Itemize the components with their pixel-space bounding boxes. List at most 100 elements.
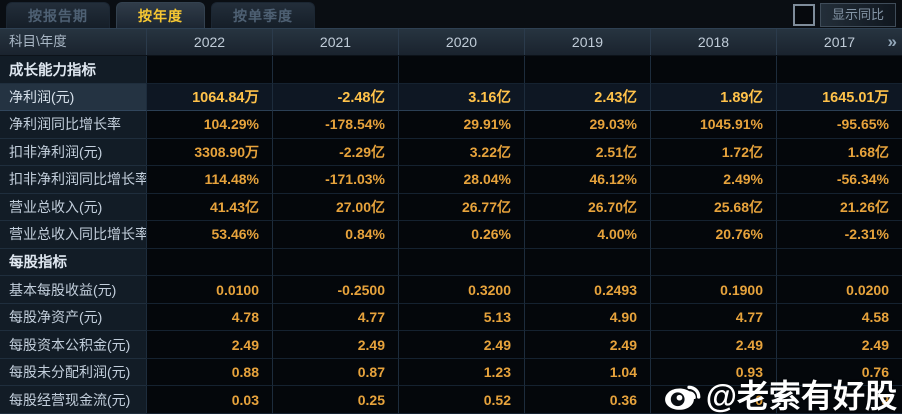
yoy-controls: 显示同比 [792,3,896,27]
value-cell-2021 [272,56,398,84]
table-row[interactable]: 营业总收入(元) 41.43亿 27.00亿 26.77亿 26.70亿 25.68亿 21… [0,193,902,222]
year-header-2022: 2022 [146,29,272,55]
tab-single-quarter[interactable]: 按单季度 [211,2,315,28]
value-cell-2021 [272,248,398,277]
value-cell-2022: 53.46% [146,221,272,249]
value-cell-2018: 2.49 [650,331,776,359]
scroll-right-icon[interactable]: » [887,32,898,51]
table-row[interactable]: 基本每股收益(元) 0.0100 -0.2500 0.3200 0.2493 0.1900… [0,276,902,304]
value-cell-2022: 4.78 [146,303,272,332]
table-row[interactable]: 扣非净利润(元) 3308.90万 -2.29亿 3.22亿 2.51亿 1.72亿 1.6… [0,138,902,167]
value-cell-2019: 2.49 [524,331,650,359]
table-row[interactable]: 净利润(元) 1064.84万 -2.48亿 3.16亿 2.43亿 1.89亿 1645.… [0,83,902,112]
row-label: 扣非净利润(元) [0,138,146,167]
value-cell-2022: 1064.84万 [146,83,272,112]
value-cell-2017: -56.34% [776,166,902,194]
year-header-2017: 2017 [776,29,902,55]
value-cell-2022 [146,56,272,84]
value-cell-2020: 3.22亿 [398,138,524,167]
value-cell-2017: -2.31% [776,221,902,249]
value-cell-2021: -0.2500 [272,276,398,304]
row-label: 净利润同比增长率 [0,111,146,139]
value-cell-2017: 21.26亿 [776,193,902,222]
value-cell-2019: 0.2493 [524,276,650,304]
value-cell-2021: 0.84% [272,221,398,249]
value-cell-2020: 26.77亿 [398,193,524,222]
value-cell-2017 [776,56,902,84]
show-yoy-checkbox[interactable] [792,4,815,26]
value-cell-2022: 41.43亿 [146,193,272,222]
value-cell-2017: 1.68亿 [776,138,902,167]
value-cell-2017: 0.76 [776,358,902,387]
row-label: 每股未分配利润(元) [0,358,146,387]
value-cell-2022: 3308.90万 [146,138,272,167]
table-row[interactable]: 每股资本公积金(元) 2.49 2.49 2.49 2.49 2.49 2.49 [0,331,902,359]
value-cell-2020 [398,56,524,84]
table-row[interactable]: 每股经营现金流(元) 0.03 0.25 0.52 0.36 0 9 [0,386,902,414]
value-cell-2019: 0.36 [524,386,650,414]
year-headers: 2022 2021 2020 2019 2018 2017 [146,29,902,55]
table-row[interactable]: 每股净资产(元) 4.78 4.77 5.13 4.90 4.77 4.58 [0,303,902,332]
value-cell-2017: 4.58 [776,303,902,332]
value-cell-2018: 1.89亿 [650,83,776,112]
value-cell-2022: 0.88 [146,358,272,387]
value-cell-2020: 0.52 [398,386,524,414]
value-cell-2017: 9 [776,386,902,414]
watermark: @老索有好股 [663,371,897,414]
value-cell-2019: 1.04 [524,358,650,387]
value-cell-2018: 4.77 [650,303,776,332]
value-cell-2018 [650,248,776,277]
value-cell-2019: 4.90 [524,303,650,332]
value-cell-2021: -2.29亿 [272,138,398,167]
value-cell-2020: 0.26% [398,221,524,249]
row-label: 每股资本公积金(元) [0,331,146,359]
value-cell-2019 [524,248,650,277]
value-cell-2018: 1.72亿 [650,138,776,167]
value-cell-2018: 25.68亿 [650,193,776,222]
year-header-2020: 2020 [398,29,524,55]
table-body: 成长能力指标 净利润(元) 1064.84万 -2.48亿 3.16亿 2.43亿 1.89… [0,56,902,414]
section-row: 成长能力指标 [0,56,902,84]
value-cell-2017: 1645.01万 [776,83,902,112]
tab-bar: 按报告期 按年度 按单季度 显示同比 [0,0,902,28]
value-cell-2018: 1045.91% [650,111,776,139]
table-row[interactable]: 营业总收入同比增长率 53.46% 0.84% 0.26% 4.00% 20.76% -2.… [0,221,902,249]
value-cell-2021: 0.87 [272,358,398,387]
value-cell-2019: 46.12% [524,166,650,194]
value-cell-2022: 2.49 [146,331,272,359]
value-cell-2021: 2.49 [272,331,398,359]
year-header-2018: 2018 [650,29,776,55]
row-label: 每股经营现金流(元) [0,386,146,414]
tab-annual[interactable]: 按年度 [116,2,205,28]
value-cell-2018: 2.49% [650,166,776,194]
value-cell-2020: 5.13 [398,303,524,332]
value-cell-2020: 2.49 [398,331,524,359]
section-row: 每股指标 [0,248,902,277]
value-cell-2019: 2.51亿 [524,138,650,167]
value-cell-2021: 0.25 [272,386,398,414]
value-cell-2022: 0.03 [146,386,272,414]
year-header-2021: 2021 [272,29,398,55]
row-label: 净利润(元) [0,83,146,112]
value-cell-2020: 0.3200 [398,276,524,304]
value-cell-2017: -95.65% [776,111,902,139]
table-row[interactable]: 扣非净利润同比增长率 114.48% -171.03% 28.04% 46.12% 2.4… [0,166,902,194]
table-row[interactable]: 净利润同比增长率 104.29% -178.54% 29.91% 29.03% 1045.… [0,111,902,139]
tab-report-period[interactable]: 按报告期 [6,2,110,28]
corner-header: 科目\年度 [9,34,67,49]
value-cell-2019: 2.43亿 [524,83,650,112]
value-cell-2018: 20.76% [650,221,776,249]
value-cell-2021: 4.77 [272,303,398,332]
value-cell-2018: 0.93 [650,358,776,387]
value-cell-2020: 3.16亿 [398,83,524,112]
show-yoy-button[interactable]: 显示同比 [819,3,896,27]
value-cell-2020: 1.23 [398,358,524,387]
value-cell-2022: 114.48% [146,166,272,194]
value-cell-2022 [146,248,272,277]
table-header-row: 科目\年度 2022 2021 2020 2019 2018 2017 » [0,28,902,56]
table-row[interactable]: 每股未分配利润(元) 0.88 0.87 1.23 1.04 0.93 0.76 [0,358,902,387]
value-cell-2021: -171.03% [272,166,398,194]
value-cell-2019: 4.00% [524,221,650,249]
value-cell-2021: 27.00亿 [272,193,398,222]
row-label: 营业总收入(元) [0,193,146,222]
